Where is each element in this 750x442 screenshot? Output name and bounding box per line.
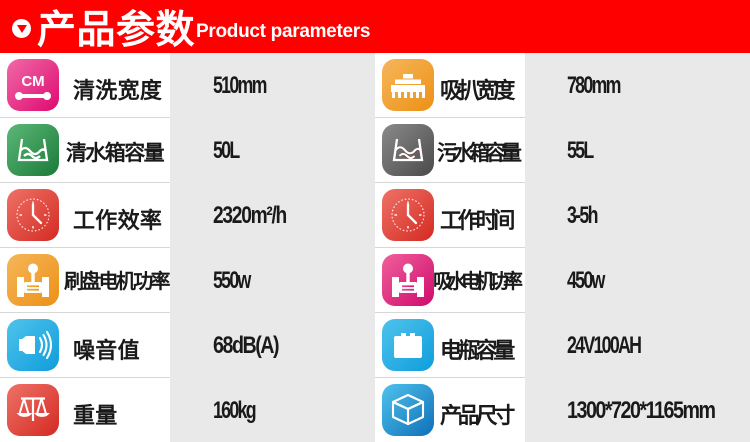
svg-text:CM: CM (21, 73, 44, 90)
